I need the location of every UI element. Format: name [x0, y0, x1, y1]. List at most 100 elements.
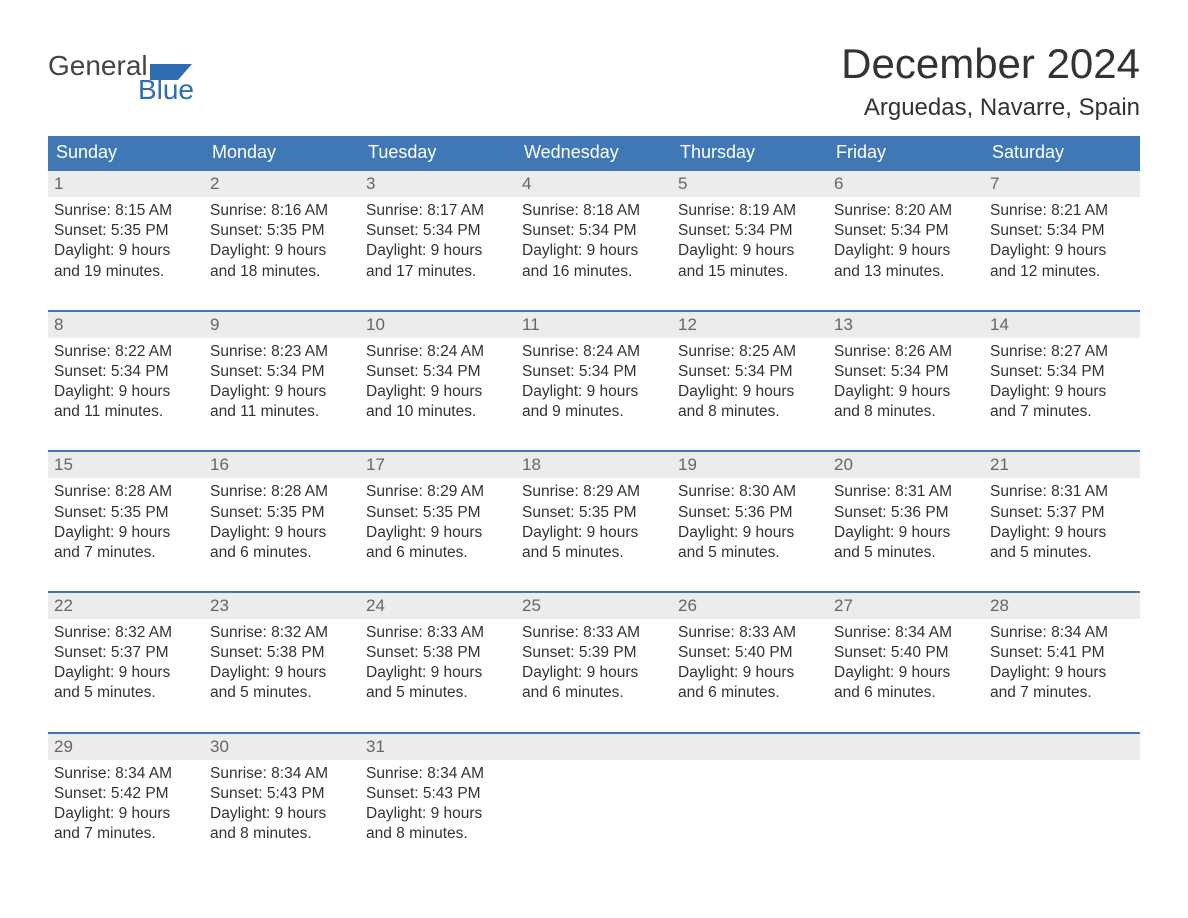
day-number: 23 — [204, 593, 360, 619]
weekday-header: Sunday — [48, 136, 204, 169]
day-body: Sunrise: 8:26 AMSunset: 5:34 PMDaylight:… — [828, 342, 984, 423]
day-body: Sunrise: 8:28 AMSunset: 5:35 PMDaylight:… — [204, 482, 360, 563]
sunrise-line: Sunrise: 8:18 AM — [522, 201, 666, 221]
weekday-header: Friday — [828, 136, 984, 169]
sunrise-line: Sunrise: 8:33 AM — [522, 623, 666, 643]
day-number — [672, 734, 828, 760]
brand-logo: General Blue — [48, 40, 194, 104]
day-number: 25 — [516, 593, 672, 619]
day-cell: 9Sunrise: 8:23 AMSunset: 5:34 PMDaylight… — [204, 312, 360, 435]
sunrise-line: Sunrise: 8:34 AM — [210, 764, 354, 784]
day-body: Sunrise: 8:28 AMSunset: 5:35 PMDaylight:… — [48, 482, 204, 563]
daylight-line: Daylight: 9 hours and 7 minutes. — [990, 663, 1134, 703]
daylight-line: Daylight: 9 hours and 5 minutes. — [210, 663, 354, 703]
day-cell: 20 Sunrise: 8:31 AMSunset: 5:36 PMDayligh… — [828, 452, 984, 575]
sunset-line: Sunset: 5:43 PM — [210, 784, 354, 804]
week-row: 1Sunrise: 8:15 AMSunset: 5:35 PMDaylight… — [48, 169, 1140, 294]
day-body: Sunrise: 8:20 AMSunset: 5:34 PMDaylight:… — [828, 201, 984, 282]
sunset-line: Sunset: 5:38 PM — [366, 643, 510, 663]
sunrise-line: Sunrise: 8:33 AM — [366, 623, 510, 643]
day-cell: 13Sunrise: 8:26 AMSunset: 5:34 PMDayligh… — [828, 312, 984, 435]
weekday-header: Monday — [204, 136, 360, 169]
sunrise-line: Sunrise: 8:32 AM — [210, 623, 354, 643]
daylight-line: Daylight: 9 hours and 5 minutes. — [366, 663, 510, 703]
day-number: 15 — [48, 452, 204, 478]
day-cell: 2Sunrise: 8:16 AMSunset: 5:35 PMDaylight… — [204, 171, 360, 294]
daylight-line: Daylight: 9 hours and 8 minutes. — [834, 382, 978, 422]
day-number: 27 — [828, 593, 984, 619]
day-number: 17 — [360, 452, 516, 478]
day-cell: 17Sunrise: 8:29 AMSunset: 5:35 PMDayligh… — [360, 452, 516, 575]
day-body: Sunrise: 8:16 AMSunset: 5:35 PMDaylight:… — [204, 201, 360, 282]
day-number: 22 — [48, 593, 204, 619]
day-body: Sunrise: 8:33 AMSunset: 5:38 PMDaylight:… — [360, 623, 516, 704]
day-number: 24 — [360, 593, 516, 619]
sunset-line: Sunset: 5:34 PM — [210, 362, 354, 382]
day-number: 10 — [360, 312, 516, 338]
sunrise-line: Sunrise: 8:34 AM — [366, 764, 510, 784]
day-body: Sunrise: 8:34 AMSunset: 5:40 PMDaylight:… — [828, 623, 984, 704]
day-number: 6 — [828, 171, 984, 197]
sunrise-line: Sunrise: 8:34 AM — [990, 623, 1134, 643]
day-number: 20 — [828, 452, 984, 478]
day-body: Sunrise: 8:24 AMSunset: 5:34 PMDaylight:… — [516, 342, 672, 423]
daylight-line: Daylight: 9 hours and 13 minutes. — [834, 241, 978, 281]
daylight-line: Daylight: 9 hours and 7 minutes. — [990, 382, 1134, 422]
sunset-line: Sunset: 5:34 PM — [834, 221, 978, 241]
day-number: 18 — [516, 452, 672, 478]
daylight-line: Daylight: 9 hours and 11 minutes. — [54, 382, 198, 422]
sunset-line: Sunset: 5:39 PM — [522, 643, 666, 663]
sunset-line: Sunset: 5:34 PM — [522, 362, 666, 382]
day-cell: 7Sunrise: 8:21 AMSunset: 5:34 PMDaylight… — [984, 171, 1140, 294]
day-cell: 28Sunrise: 8:34 AMSunset: 5:41 PMDayligh… — [984, 593, 1140, 716]
day-body: Sunrise: 8:31 AMSunset: 5:36 PMDaylight:… — [828, 482, 984, 563]
day-cell — [672, 734, 828, 857]
sunset-line: Sunset: 5:35 PM — [210, 221, 354, 241]
day-cell: 18Sunrise: 8:29 AMSunset: 5:35 PMDayligh… — [516, 452, 672, 575]
day-body: Sunrise: 8:19 AMSunset: 5:34 PMDaylight:… — [672, 201, 828, 282]
daylight-line: Daylight: 9 hours and 6 minutes. — [366, 523, 510, 563]
calendar: SundayMondayTuesdayWednesdayThursdayFrid… — [48, 136, 1140, 856]
day-body — [828, 764, 984, 834]
day-cell: 19Sunrise: 8:30 AMSunset: 5:36 PMDayligh… — [672, 452, 828, 575]
day-body: Sunrise: 8:34 AMSunset: 5:41 PMDaylight:… — [984, 623, 1140, 704]
sunset-line: Sunset: 5:35 PM — [366, 503, 510, 523]
sunrise-line: Sunrise: 8:25 AM — [678, 342, 822, 362]
day-number: 14 — [984, 312, 1140, 338]
daylight-line: Daylight: 9 hours and 5 minutes. — [834, 523, 978, 563]
day-cell — [828, 734, 984, 857]
day-number — [984, 734, 1140, 760]
day-cell: 14Sunrise: 8:27 AMSunset: 5:34 PMDayligh… — [984, 312, 1140, 435]
day-cell: 1Sunrise: 8:15 AMSunset: 5:35 PMDaylight… — [48, 171, 204, 294]
sunrise-line: Sunrise: 8:31 AM — [834, 482, 978, 502]
day-body: Sunrise: 8:32 AMSunset: 5:37 PMDaylight:… — [48, 623, 204, 704]
day-body: Sunrise: 8:34 AMSunset: 5:43 PMDaylight:… — [360, 764, 516, 845]
sunset-line: Sunset: 5:41 PM — [990, 643, 1134, 663]
sunrise-line: Sunrise: 8:27 AM — [990, 342, 1134, 362]
daylight-line: Daylight: 9 hours and 8 minutes. — [210, 804, 354, 844]
sunset-line: Sunset: 5:35 PM — [522, 503, 666, 523]
sunrise-line: Sunrise: 8:19 AM — [678, 201, 822, 221]
daylight-line: Daylight: 9 hours and 5 minutes. — [990, 523, 1134, 563]
day-body — [672, 764, 828, 834]
day-body: Sunrise: 8:34 AMSunset: 5:42 PMDaylight:… — [48, 764, 204, 845]
sunset-line: Sunset: 5:40 PM — [834, 643, 978, 663]
sunrise-line: Sunrise: 8:17 AM — [366, 201, 510, 221]
day-cell: 15 Sunrise: 8:28 AMSunset: 5:35 PMDayligh… — [48, 452, 204, 575]
day-body: Sunrise: 8:24 AMSunset: 5:34 PMDaylight:… — [360, 342, 516, 423]
day-body: Sunrise: 8:25 AMSunset: 5:34 PMDaylight:… — [672, 342, 828, 423]
day-number: 3 — [360, 171, 516, 197]
sunset-line: Sunset: 5:34 PM — [678, 362, 822, 382]
weekday-header: Thursday — [672, 136, 828, 169]
daylight-line: Daylight: 9 hours and 12 minutes. — [990, 241, 1134, 281]
daylight-line: Daylight: 9 hours and 17 minutes. — [366, 241, 510, 281]
daylight-line: Daylight: 9 hours and 10 minutes. — [366, 382, 510, 422]
day-body: Sunrise: 8:23 AMSunset: 5:34 PMDaylight:… — [204, 342, 360, 423]
day-body: Sunrise: 8:22 AMSunset: 5:34 PMDaylight:… — [48, 342, 204, 423]
sunset-line: Sunset: 5:42 PM — [54, 784, 198, 804]
location-subtitle: Arguedas, Navarre, Spain — [841, 94, 1140, 122]
sunset-line: Sunset: 5:35 PM — [54, 221, 198, 241]
sunset-line: Sunset: 5:34 PM — [678, 221, 822, 241]
day-number: 29 — [48, 734, 204, 760]
day-number — [828, 734, 984, 760]
